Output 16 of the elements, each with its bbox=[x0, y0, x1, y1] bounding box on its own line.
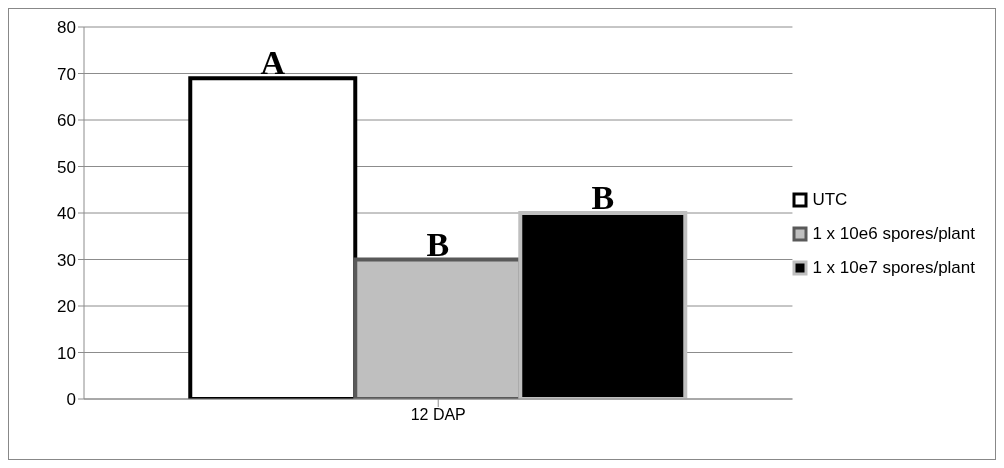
y-tick-label: 60 bbox=[57, 111, 76, 131]
y-tick-label: 20 bbox=[57, 297, 76, 317]
x-tick-label: 12 DAP bbox=[410, 406, 466, 424]
y-tick-label: 40 bbox=[57, 204, 76, 224]
y-tick-label: 30 bbox=[57, 250, 76, 270]
y-tick-label: 50 bbox=[57, 157, 76, 177]
annotation: B bbox=[591, 179, 615, 216]
annotation: A bbox=[260, 44, 286, 82]
annotation: B bbox=[426, 225, 450, 263]
legend-label: UTC bbox=[812, 190, 848, 210]
y-tick-label: 0 bbox=[66, 390, 76, 410]
y-tick-label: 70 bbox=[57, 64, 76, 84]
y-tick-label: 10 bbox=[57, 343, 76, 363]
y-tick-label: 80 bbox=[57, 18, 76, 38]
legend-label: 1 x 10e6 spores/plant bbox=[812, 224, 975, 244]
legend-label: 1 x 10e7 spores/plant bbox=[812, 258, 975, 278]
